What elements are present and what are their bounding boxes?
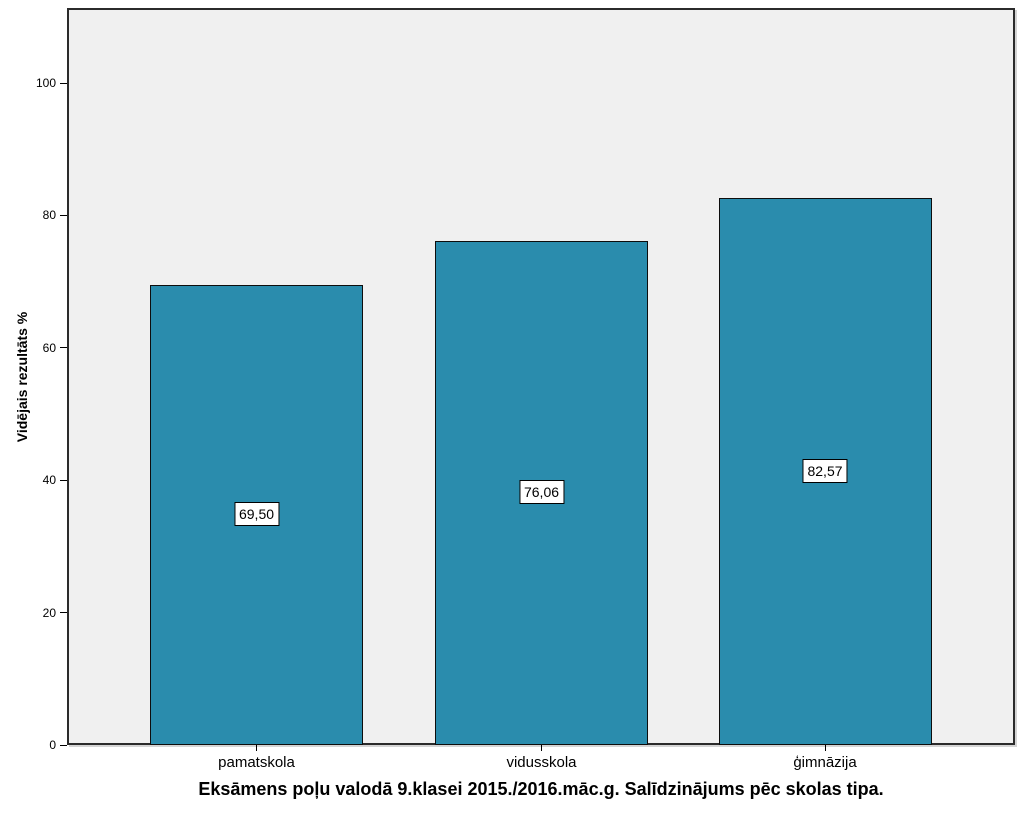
x-tick-label-ģimnāzija: ģimnāzija <box>793 754 857 771</box>
chart-title: Eksāmens poļu valodā 9.klasei 2015./2016… <box>198 779 884 799</box>
x-tick-mark-ģimnāzija <box>824 745 826 751</box>
bar-pamatskola <box>150 284 363 745</box>
y-tick-mark-100 <box>60 82 67 84</box>
x-tick-mark-pamatskola <box>256 745 257 751</box>
y-tick-label-0: 0 <box>49 738 56 752</box>
value-label-ģimnāzija: 82,57 <box>802 458 848 483</box>
y-tick-mark-40 <box>60 479 67 481</box>
y-tick-mark-20 <box>60 612 67 614</box>
y-tick-mark-0 <box>60 744 67 746</box>
y-tick-label-40: 40 <box>42 473 56 488</box>
y-tick-mark-60 <box>60 347 67 349</box>
y-tick-mark-80 <box>60 214 67 216</box>
x-tick-mark-vidusskola <box>541 745 542 751</box>
y-tick-label-60: 60 <box>42 340 56 355</box>
y-tick-label-80: 80 <box>42 208 56 223</box>
y-tick-label-100: 100 <box>35 76 56 90</box>
value-label-pamatskola: 69,50 <box>233 501 280 526</box>
y-axis-title: Vidējais rezultāts % <box>14 311 30 443</box>
y-tick-label-20: 20 <box>42 605 56 620</box>
x-tick-label-pamatskola: pamatskola <box>218 754 295 771</box>
x-tick-label-vidusskola: vidusskola <box>506 754 577 771</box>
value-label-vidusskola: 76,06 <box>518 480 565 505</box>
